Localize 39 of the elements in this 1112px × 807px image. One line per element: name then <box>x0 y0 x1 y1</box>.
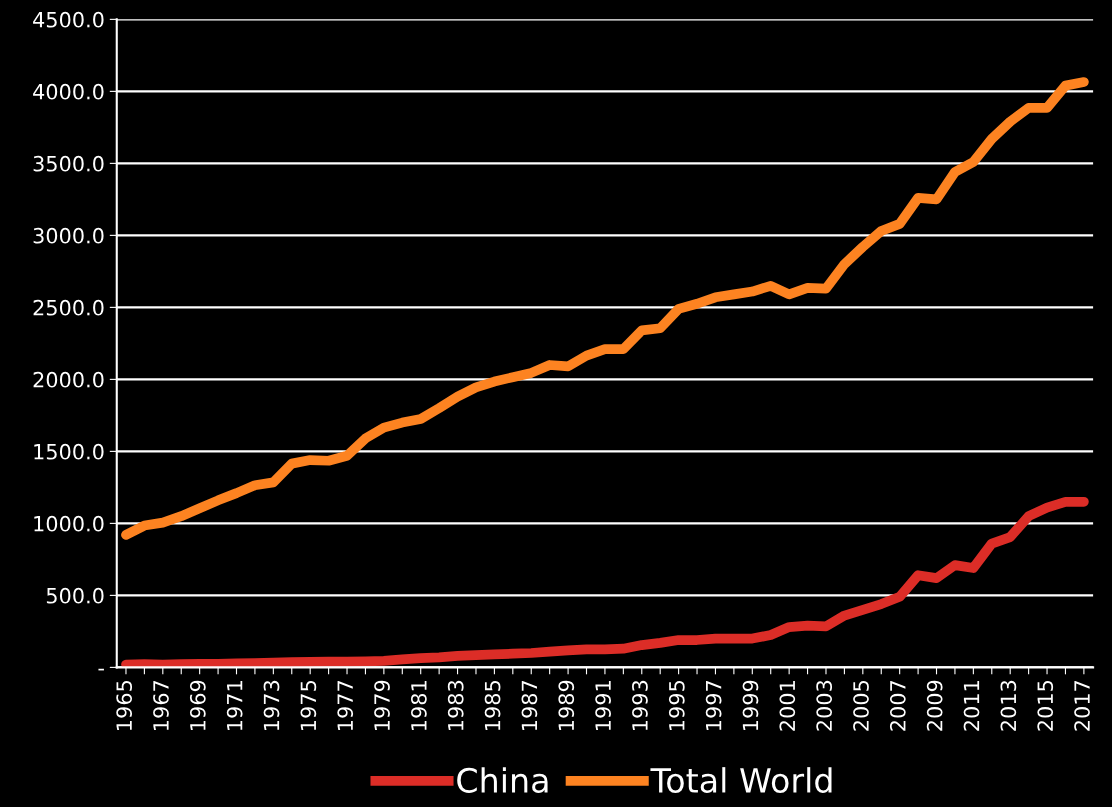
x-tick-label: 1987 <box>521 680 538 730</box>
x-tick-label: 1993 <box>632 680 648 730</box>
y-tick-label: 2000.0 <box>33 371 104 388</box>
x-tick-label: 1983 <box>447 680 464 730</box>
y-tick-label: 3500.0 <box>33 155 104 172</box>
x-tick-label: 2003 <box>816 680 833 731</box>
legend-label: Total World <box>650 767 832 793</box>
x-tick-label: 1999 <box>742 680 759 730</box>
x-tick-label: 1991 <box>595 681 611 730</box>
x-tick-label: 1985 <box>484 681 501 730</box>
x-tick-label: 2013 <box>1000 680 1017 731</box>
x-tick-label: 2017 <box>1074 680 1090 731</box>
x-tick-label: 1977 <box>337 680 354 730</box>
x-tick-label: 2007 <box>889 680 906 731</box>
y-tick-label: 1000.0 <box>34 515 104 532</box>
x-tick-label: 2011 <box>963 681 980 731</box>
x-tick-label: 1965 <box>116 681 133 730</box>
y-tick-label: 500.0 <box>46 587 104 604</box>
x-tick-label: 1969 <box>189 680 206 730</box>
y-tick-label: 1500.0 <box>34 443 104 460</box>
x-tick-label: 1971 <box>226 681 243 730</box>
y-tick-label: - <box>98 668 104 671</box>
y-tick-label: 2500.0 <box>33 299 104 316</box>
x-tick-label: 2005 <box>853 681 869 731</box>
x-tick-label: 2001 <box>779 681 796 731</box>
x-tick-label: 1973 <box>263 680 280 730</box>
x-tick-label: 1989 <box>558 680 575 730</box>
x-tick-label: 1981 <box>411 681 427 730</box>
x-tick-label: 1995 <box>668 681 685 730</box>
y-tick-label: 3000.0 <box>33 227 104 244</box>
y-tick-label: 4000.0 <box>33 83 104 100</box>
x-tick-label: 2015 <box>1037 681 1054 731</box>
x-tick-label: 1975 <box>300 681 317 730</box>
x-tick-label: 1997 <box>705 680 722 730</box>
x-tick-label: 1967 <box>153 680 169 730</box>
x-tick-label: 2009 <box>926 680 943 731</box>
y-tick-label: 4500.0 <box>33 11 104 28</box>
x-tick-label: 1979 <box>374 680 390 730</box>
legend-label: China <box>457 767 548 793</box>
